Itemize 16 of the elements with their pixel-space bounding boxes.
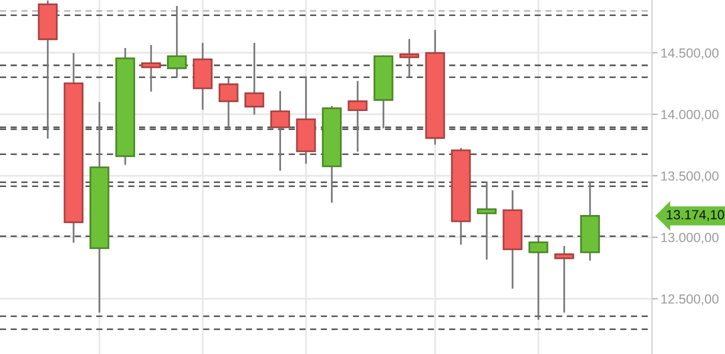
y-tick-label: 14.500,00 (661, 48, 719, 60)
candlestick (476, 181, 497, 260)
candlestick (270, 90, 290, 172)
y-tick-label: 12.500,00 (661, 294, 719, 306)
y-tick-label: 14.000,00 (661, 110, 719, 121)
text: 13.174,10 (666, 210, 724, 221)
candlestick (348, 80, 368, 152)
candlestick (399, 38, 420, 78)
candlestick (528, 235, 548, 321)
y-tick-label: 13.000,00 (661, 232, 719, 244)
candlestick (218, 76, 238, 128)
y-tick-label: 13.500,00 (661, 171, 719, 182)
candlestick (141, 44, 161, 92)
candlestick (167, 5, 187, 78)
candlestick (244, 42, 264, 116)
candlestick (554, 245, 574, 314)
